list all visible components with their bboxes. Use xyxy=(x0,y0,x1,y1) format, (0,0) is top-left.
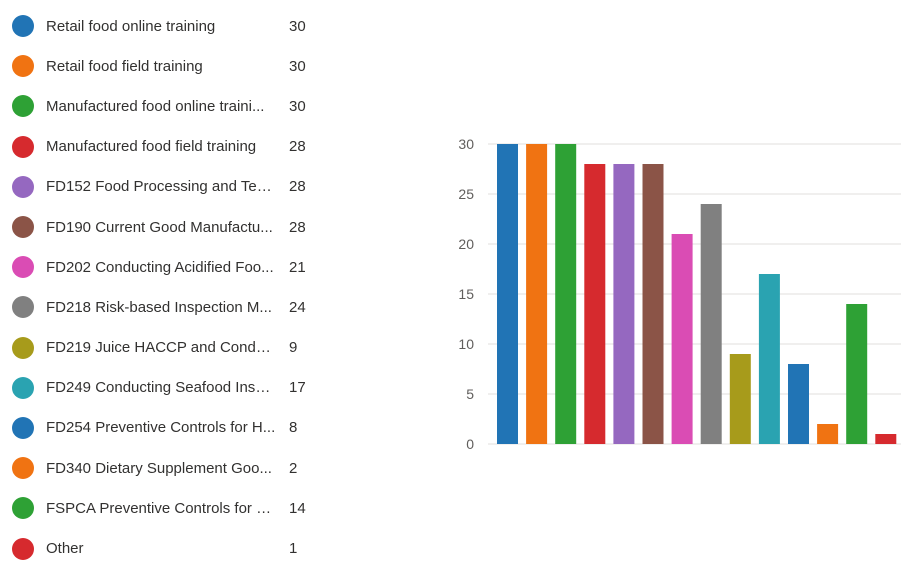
legend-item[interactable]: FD254 Preventive Controls for H... 8 xyxy=(0,408,330,448)
bar[interactable] xyxy=(497,144,518,444)
legend-label: Manufactured food online traini... xyxy=(46,97,265,115)
legend-swatch xyxy=(12,376,34,399)
y-tick-label: 25 xyxy=(458,186,474,202)
legend-value: 30 xyxy=(289,17,306,35)
legend-swatch xyxy=(12,336,34,359)
bar[interactable] xyxy=(817,424,839,444)
legend-value: 21 xyxy=(289,258,306,276)
legend-item[interactable]: Manufactured food online traini... 30 xyxy=(0,86,330,126)
y-axis-ticks: 0 5 10 15 20 25 30 xyxy=(458,136,474,452)
legend-item[interactable]: Retail food online training 30 xyxy=(0,6,330,46)
legend-value: 28 xyxy=(289,218,306,236)
legend-swatch xyxy=(12,497,34,520)
chart-legend: Retail food online training 30 Retail food… xyxy=(0,6,330,569)
legend-item[interactable]: FD249 Conducting Seafood Insp... 17 xyxy=(0,368,330,408)
legend-item[interactable]: FD219 Juice HACCP and Conduc... 9 xyxy=(0,328,330,368)
y-tick-label: 30 xyxy=(458,136,474,152)
y-tick-label: 20 xyxy=(458,236,474,252)
legend-swatch xyxy=(12,175,34,198)
bar[interactable] xyxy=(555,144,577,444)
gridlines xyxy=(488,143,901,445)
legend-label: Retail food field training xyxy=(46,57,203,75)
legend-item[interactable]: FD218 Risk-based Inspection M... 24 xyxy=(0,287,330,327)
legend-item[interactable]: Manufactured food field training 28 xyxy=(0,127,330,167)
legend-label: FD190 Current Good Manufactu... xyxy=(46,218,273,236)
legend-label: FD219 Juice HACCP and Conduc... xyxy=(46,339,276,357)
bars xyxy=(497,144,897,444)
legend-value: 24 xyxy=(289,298,306,316)
legend-value: 30 xyxy=(289,57,306,75)
legend-item[interactable]: FSPCA Preventive Controls for H... 14 xyxy=(0,488,330,528)
legend-swatch xyxy=(12,416,34,439)
legend-value: 2 xyxy=(289,459,298,477)
legend-swatch xyxy=(12,15,34,38)
legend-item[interactable]: FD202 Conducting Acidified Foo... 21 xyxy=(0,247,330,287)
legend-item[interactable]: Other 1 xyxy=(0,528,330,568)
legend-swatch xyxy=(12,457,34,480)
legend-swatch xyxy=(12,256,34,279)
legend-swatch xyxy=(12,296,34,319)
bar[interactable] xyxy=(875,434,897,444)
y-tick-label: 10 xyxy=(458,336,474,352)
legend-label: Manufactured food field training xyxy=(46,138,257,156)
bar[interactable] xyxy=(642,164,664,444)
bar[interactable] xyxy=(584,164,606,444)
legend-value: 28 xyxy=(289,138,306,156)
legend-label: Retail food online training xyxy=(46,17,216,35)
legend-label: FSPCA Preventive Controls for H... xyxy=(46,499,276,517)
legend-label: FD218 Risk-based Inspection M... xyxy=(46,298,272,316)
legend-value: 9 xyxy=(289,339,298,357)
bar[interactable] xyxy=(788,364,809,444)
legend-label: FD152 Food Processing and Tec... xyxy=(46,178,276,196)
legend-swatch xyxy=(12,135,34,158)
legend-label: FD340 Dietary Supplement Goo... xyxy=(46,459,272,477)
legend-item[interactable]: FD152 Food Processing and Tec... 28 xyxy=(0,167,330,207)
legend-value: 28 xyxy=(289,178,306,196)
legend-value: 8 xyxy=(289,419,298,437)
bar[interactable] xyxy=(526,144,548,444)
legend-value: 30 xyxy=(289,97,306,115)
legend-swatch xyxy=(12,216,34,239)
legend-item[interactable]: FD190 Current Good Manufactu... 28 xyxy=(0,207,330,247)
y-tick-label: 15 xyxy=(458,286,474,302)
bar[interactable] xyxy=(729,354,751,444)
legend-item[interactable]: FD340 Dietary Supplement Goo... 2 xyxy=(0,448,330,488)
legend-label: FD202 Conducting Acidified Foo... xyxy=(46,258,274,276)
y-tick-label: 5 xyxy=(466,386,474,402)
bar-chart: 0 5 10 15 20 25 30 xyxy=(458,136,901,452)
legend-swatch xyxy=(12,95,34,118)
legend-label: FD249 Conducting Seafood Insp... xyxy=(46,379,276,397)
bar[interactable] xyxy=(613,164,635,444)
legend-swatch xyxy=(12,55,34,78)
y-tick-label: 0 xyxy=(466,436,474,452)
bar[interactable] xyxy=(700,204,722,444)
legend-item[interactable]: Retail food field training 30 xyxy=(0,46,330,86)
legend-value: 17 xyxy=(289,379,306,397)
bar[interactable] xyxy=(758,274,780,444)
legend-value: 1 xyxy=(289,540,298,558)
legend-label: FD254 Preventive Controls for H... xyxy=(46,419,276,437)
legend-label: Other xyxy=(46,540,84,558)
bar[interactable] xyxy=(846,304,868,444)
legend-value: 14 xyxy=(289,499,306,517)
bar[interactable] xyxy=(671,234,693,444)
legend-swatch xyxy=(12,537,34,560)
